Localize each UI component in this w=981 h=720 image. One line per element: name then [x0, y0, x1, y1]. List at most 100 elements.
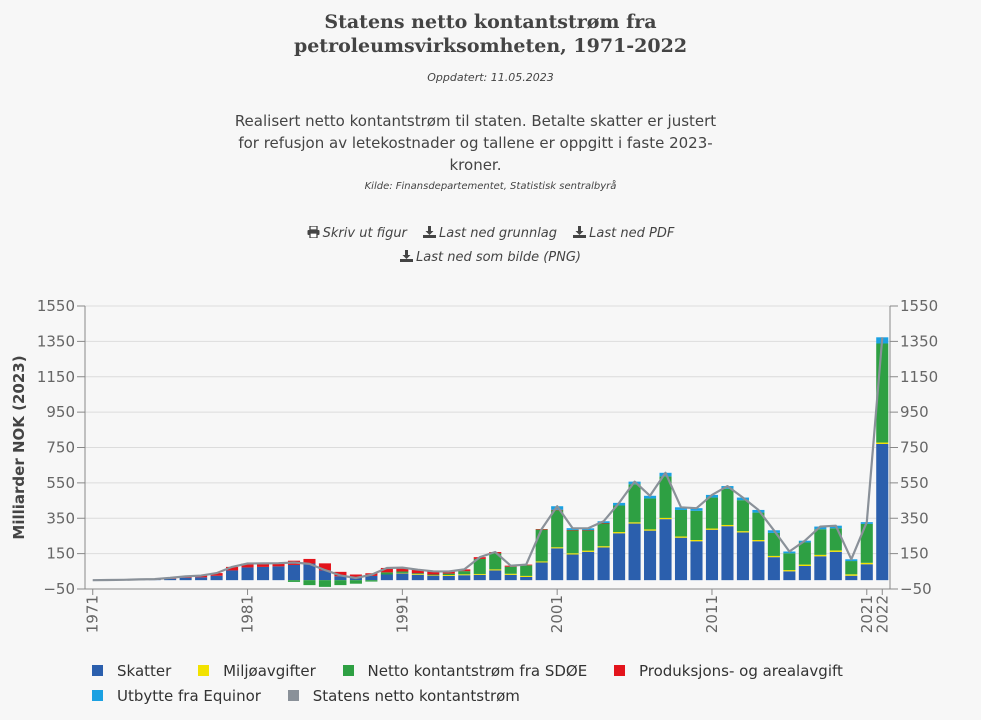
chart-title: Statens netto kontantstrøm fra petroleum… — [0, 10, 981, 58]
download-pdf-button[interactable]: Last ned PDF — [573, 222, 674, 246]
bar-skatter-1979 — [210, 575, 223, 581]
y-tick-label-right: 350 — [900, 509, 929, 527]
bar-skatter-1984 — [287, 564, 301, 581]
bar-sdoe-1995 — [458, 571, 471, 575]
download-data-label: Last ned grunnlag — [439, 226, 558, 241]
bar-miljo-2008 — [659, 517, 672, 520]
bar-miljo-1996 — [473, 573, 486, 575]
bar-miljo-2020 — [845, 574, 858, 576]
bar-skatter-2005 — [613, 533, 626, 581]
bar-sdoe-1992 — [411, 573, 424, 575]
bar-sdoe-2020 — [845, 561, 858, 575]
legend-swatch-skatter — [92, 665, 103, 676]
bar-produksjon-1988 — [349, 574, 362, 579]
legend-item-produksjonsavgift[interactable]: Produksjons- og arealavgift — [613, 662, 843, 680]
download-png-label: Last ned som bilde (PNG) — [416, 250, 581, 265]
chart-title-line2: petroleumsvirksomheten, 1971-2022 — [293, 35, 688, 57]
bar-skatter-1999 — [520, 576, 533, 581]
bar-skatter-1977 — [179, 577, 192, 581]
bar-miljo-1998 — [504, 573, 517, 575]
bar-sdoe-1989 — [365, 580, 378, 582]
bar-skatter-2016 — [783, 571, 796, 581]
chart-title-line1: Statens netto kontantstrøm fra — [324, 11, 657, 33]
legend-item-netto[interactable]: Statens netto kontantstrøm — [287, 687, 520, 705]
bar-miljo-1992 — [411, 574, 424, 575]
bar-skatter-1991 — [396, 573, 409, 581]
bar-sdoe-2013 — [736, 500, 749, 532]
y-tick-label-right: 1550 — [900, 297, 938, 315]
bar-miljo-2000 — [535, 561, 548, 563]
bar-skatter-2017 — [798, 566, 811, 581]
bar-sdoe-2004 — [597, 523, 610, 547]
bar-sdoe-2021 — [860, 523, 873, 563]
y-axis-title: Milliarder NOK (2023) — [10, 355, 28, 539]
bar-sdoe-1996 — [473, 558, 486, 574]
bar-skatter-1995 — [458, 575, 471, 581]
bar-skatter-2006 — [628, 523, 641, 581]
bar-skatter-2001 — [551, 548, 564, 581]
bar-miljo-2016 — [783, 570, 796, 572]
bar-sdoe-2010 — [690, 510, 703, 541]
y-tick-label: 350 — [46, 509, 75, 527]
bar-sdoe-1984 — [287, 580, 301, 582]
bar-sdoe-2018 — [814, 529, 827, 555]
bar-skatter-2007 — [644, 530, 657, 581]
bar-skatter-1994 — [442, 575, 455, 581]
bar-produksjon-1987 — [334, 571, 347, 577]
bar-skatter-2015 — [767, 557, 780, 581]
bar-skatter-2019 — [829, 551, 842, 581]
bar-sdoe-2011 — [705, 497, 719, 529]
bar-skatter-2021 — [860, 564, 873, 581]
bar-skatter-2014 — [752, 541, 765, 581]
legend-item-equinor[interactable]: Utbytte fra Equinor — [92, 687, 261, 705]
bar-miljo-2010 — [690, 540, 703, 542]
bar-miljo-1994 — [442, 575, 455, 576]
bar-sdoe-1998 — [504, 566, 517, 574]
bar-produksjon-1979 — [210, 573, 223, 576]
print-figure-button[interactable]: Skriv ut figur — [307, 222, 407, 246]
updated-date: Oppdatert: 11.05.2023 — [427, 71, 554, 84]
y-tick-label-right: 1350 — [900, 332, 938, 350]
bar-sdoe-1999 — [520, 565, 533, 576]
bar-miljo-2018 — [814, 554, 827, 557]
bar-skatter-1989 — [365, 575, 378, 581]
bar-miljo-2005 — [613, 532, 626, 534]
download-data-button[interactable]: Last ned grunnlag — [423, 222, 557, 246]
bar-sdoe-2001 — [551, 510, 564, 548]
bar-skatter-2000 — [535, 562, 548, 581]
bar-sdoe-1991 — [396, 571, 409, 573]
bar-sdoe-2009 — [674, 509, 688, 537]
legend-item-sdoe[interactable]: Netto kontantstrøm fra SDØE — [342, 662, 587, 680]
bar-skatter-1993 — [427, 575, 440, 581]
bar-miljo-2014 — [752, 540, 765, 542]
bar-skatter-1986 — [318, 570, 331, 581]
legend-label-produksjonsavgift: Produksjons- og arealavgift — [638, 662, 843, 680]
bar-skatter-2012 — [721, 526, 734, 581]
bar-skatter-2022 — [876, 443, 889, 581]
bar-miljo-2022 — [876, 442, 889, 444]
legend-item-skatter[interactable]: Skatter — [92, 662, 171, 680]
bar-miljo-2002 — [566, 553, 579, 555]
download-pdf-label: Last ned PDF — [589, 226, 675, 241]
bar-produksjon-1990 — [380, 567, 393, 573]
bar-produksjon-2003 — [582, 530, 595, 531]
print-icon — [307, 225, 320, 239]
bar-skatter-1981 — [241, 567, 254, 581]
bar-sdoe-2003 — [582, 530, 595, 551]
bar-sdoe-1994 — [442, 573, 455, 576]
bar-produksjon-2001 — [551, 509, 564, 511]
bar-equinor-2007 — [644, 495, 657, 499]
y-tick-label: 750 — [46, 439, 75, 457]
x-tick-label: 2011 — [703, 595, 721, 633]
bar-produksjon-1992 — [411, 569, 424, 574]
line-statens-netto-kontantstrom — [92, 337, 884, 582]
bar-skatter-1982 — [256, 566, 270, 581]
bar-sdoe-1993 — [427, 574, 440, 575]
bar-skatter-2004 — [597, 547, 610, 581]
bar-skatter-1997 — [489, 570, 502, 581]
download-icon — [423, 226, 437, 238]
bar-produksjon-1985 — [303, 558, 316, 564]
legend-item-miljoavgifter[interactable]: Miljøavgifter — [198, 662, 316, 680]
legend-label-equinor: Utbytte fra Equinor — [117, 687, 261, 705]
download-png-button[interactable]: Last ned som bilde (PNG) — [400, 246, 581, 270]
